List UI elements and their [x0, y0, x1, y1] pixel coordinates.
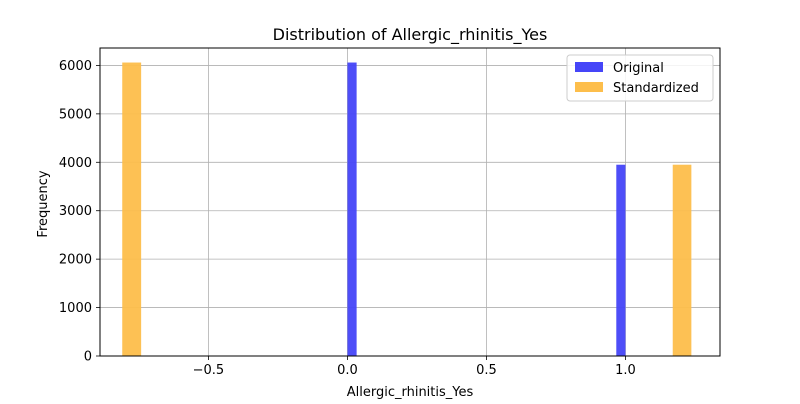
- y-tick-label: 5000: [59, 107, 92, 122]
- x-tick-label: 1.0: [615, 363, 636, 378]
- y-tick-label: 4000: [59, 156, 92, 171]
- bars: [122, 62, 692, 357]
- x-tick-label: 0.0: [337, 363, 358, 378]
- legend-swatch: [575, 82, 603, 92]
- bar-standardized: [122, 62, 142, 357]
- bar-original: [347, 62, 357, 357]
- bar-original: [616, 164, 626, 356]
- y-tick-label: 1000: [59, 301, 92, 316]
- x-axis-ticks: −0.5 0.0 0.5 1.0: [193, 356, 636, 378]
- legend: Original Standardized: [566, 54, 714, 102]
- bar-standardized: [672, 164, 692, 356]
- x-tick-label: −0.5: [193, 363, 225, 378]
- y-tick-label: 3000: [59, 204, 92, 219]
- legend-box: [566, 54, 714, 102]
- chart-title: Distribution of Allergic_rhinitis_Yes: [273, 25, 548, 45]
- y-tick-label: 2000: [59, 253, 92, 268]
- plot-frame: [99, 47, 721, 357]
- x-axis-label: Allergic_rhinitis_Yes: [347, 385, 474, 400]
- y-tick-label: 6000: [59, 59, 92, 74]
- legend-label: Standardized: [613, 81, 699, 96]
- y-axis-ticks: 0 1000 2000 3000 4000 5000 6000: [59, 59, 100, 365]
- legend-swatch: [575, 62, 603, 72]
- y-tick-label: 0: [84, 350, 92, 365]
- legend-label: Original: [613, 61, 664, 76]
- y-axis-label: Frequency: [36, 170, 51, 237]
- x-tick-label: 0.5: [476, 363, 497, 378]
